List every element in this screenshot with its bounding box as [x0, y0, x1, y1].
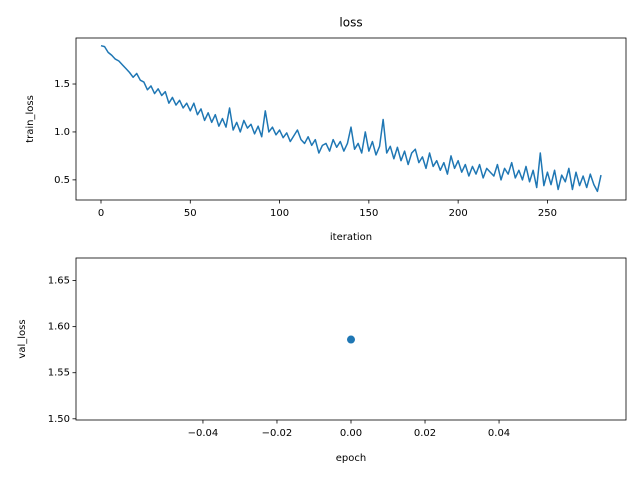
y-tick-label: 0.5	[54, 175, 70, 186]
x-tick-label: 0.02	[414, 428, 436, 439]
chart-title: loss	[339, 16, 362, 30]
x-tick-label: 0.04	[488, 428, 510, 439]
x-tick-label: −0.02	[262, 428, 293, 439]
x-tick-label: 0.00	[340, 428, 362, 439]
x-tick-label: 250	[538, 208, 557, 219]
x-tick-label: 200	[449, 208, 468, 219]
x-axis-label: iteration	[330, 232, 372, 243]
x-tick-label: 100	[270, 208, 289, 219]
y-axis-label: train_loss	[25, 95, 36, 143]
y-tick-label: 1.65	[48, 276, 70, 287]
y-tick-label: 1.55	[48, 368, 70, 379]
x-tick-label: −0.04	[188, 428, 219, 439]
x-axis-label: epoch	[336, 453, 366, 464]
train-loss-line	[100, 44, 602, 193]
x-tick-label: 50	[184, 208, 197, 219]
y-tick-label: 1.60	[48, 322, 70, 333]
y-tick-label: 1.5	[54, 79, 70, 90]
val-loss-point	[347, 335, 355, 344]
y-axis-label: val_loss	[17, 319, 28, 358]
y-tick-label: 1.0	[54, 127, 70, 138]
axes-frame	[75, 37, 627, 201]
y-tick-label: 1.50	[48, 414, 70, 425]
x-tick-label: 150	[359, 208, 378, 219]
x-tick-label: 0	[98, 208, 104, 219]
axes-frame	[75, 257, 627, 421]
